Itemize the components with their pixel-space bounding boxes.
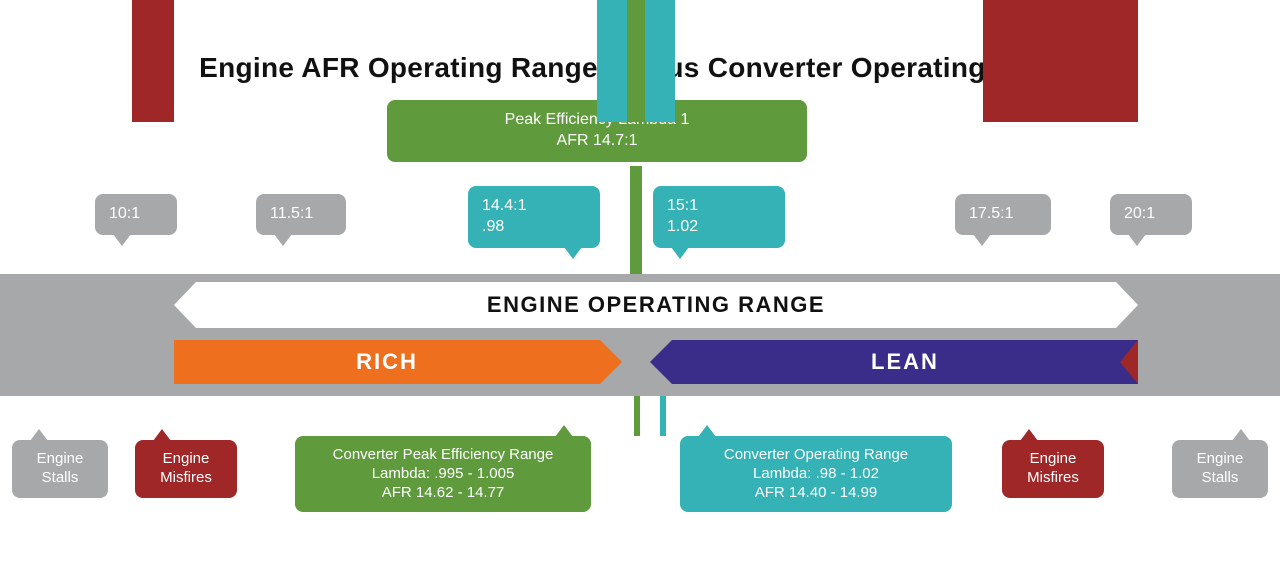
rich-tip-icon bbox=[600, 340, 622, 384]
misfire-zone-left bbox=[132, 0, 174, 122]
peak-connector bbox=[630, 166, 642, 274]
misfires-r-line1: Engine bbox=[1030, 450, 1077, 467]
peak-efficiency-zone bbox=[627, 0, 645, 122]
misfires-l-line1: Engine bbox=[163, 450, 210, 467]
engine-misfires-right: Engine Misfires bbox=[1002, 440, 1104, 498]
stalls-l-line2: Stalls bbox=[24, 469, 96, 488]
eor-tip-right-icon bbox=[1116, 282, 1138, 328]
conv-peak-connector bbox=[634, 396, 640, 436]
engine-stalls-left: Engine Stalls bbox=[12, 440, 108, 498]
eor-tip-left-icon bbox=[174, 282, 196, 328]
marker-15-line1: 15:1 bbox=[667, 197, 698, 214]
misfire-zone-right bbox=[983, 0, 1138, 122]
marker-11-5-1-label: 11.5:1 bbox=[270, 205, 313, 222]
lean-arrow: LEAN bbox=[650, 340, 1138, 384]
conv-peak-line2: Lambda: .995 - 1.005 bbox=[307, 465, 579, 484]
converter-range-left bbox=[597, 0, 627, 122]
conv-peak-line1: Converter Peak Efficiency Range bbox=[333, 446, 554, 463]
marker-10-1: 10:1 bbox=[95, 194, 177, 235]
conv-peak-line3: AFR 14.62 - 14.77 bbox=[307, 484, 579, 503]
engine-operating-range-arrow: ENGINE OPERATING RANGE bbox=[174, 282, 1138, 328]
marker-14-4-1: 14.4:1 .98 bbox=[468, 186, 600, 248]
conv-op-connector bbox=[660, 396, 666, 436]
stalls-r-line2: Stalls bbox=[1184, 469, 1256, 488]
misfires-r-line2: Misfires bbox=[1014, 469, 1092, 488]
converter-operating-callout: Converter Operating Range Lambda: .98 - … bbox=[680, 436, 952, 512]
conv-op-line3: AFR 14.40 - 14.99 bbox=[692, 484, 940, 503]
misfires-l-line2: Misfires bbox=[147, 469, 225, 488]
marker-15-1: 15:1 1.02 bbox=[653, 186, 785, 248]
conv-op-line2: Lambda: .98 - 1.02 bbox=[692, 465, 940, 484]
converter-range-right bbox=[645, 0, 675, 122]
marker-11-5-1: 11.5:1 bbox=[256, 194, 346, 235]
stalls-r-line1: Engine bbox=[1197, 450, 1244, 467]
lean-tail-icon bbox=[1120, 340, 1138, 384]
marker-20-1: 20:1 bbox=[1110, 194, 1192, 235]
rich-arrow: RICH bbox=[174, 340, 622, 384]
rich-label: RICH bbox=[174, 340, 600, 384]
marker-17-5-1-label: 17.5:1 bbox=[969, 205, 1013, 222]
peak-line2: AFR 14.7:1 bbox=[401, 131, 793, 152]
conv-op-line1: Converter Operating Range bbox=[724, 446, 908, 463]
marker-14-4-line1: 14.4:1 bbox=[482, 197, 526, 214]
marker-20-1-label: 20:1 bbox=[1124, 205, 1155, 222]
lean-tip-icon bbox=[650, 340, 672, 384]
engine-stalls-right: Engine Stalls bbox=[1172, 440, 1268, 498]
marker-10-1-label: 10:1 bbox=[109, 205, 140, 222]
lean-label: LEAN bbox=[672, 340, 1138, 384]
converter-peak-callout: Converter Peak Efficiency Range Lambda: … bbox=[295, 436, 591, 512]
marker-17-5-1: 17.5:1 bbox=[955, 194, 1051, 235]
engine-misfires-left: Engine Misfires bbox=[135, 440, 237, 498]
stalls-l-line1: Engine bbox=[37, 450, 84, 467]
eor-label: ENGINE OPERATING RANGE bbox=[196, 282, 1116, 328]
marker-14-4-line2: .98 bbox=[482, 217, 586, 238]
marker-15-line2: 1.02 bbox=[667, 217, 771, 238]
